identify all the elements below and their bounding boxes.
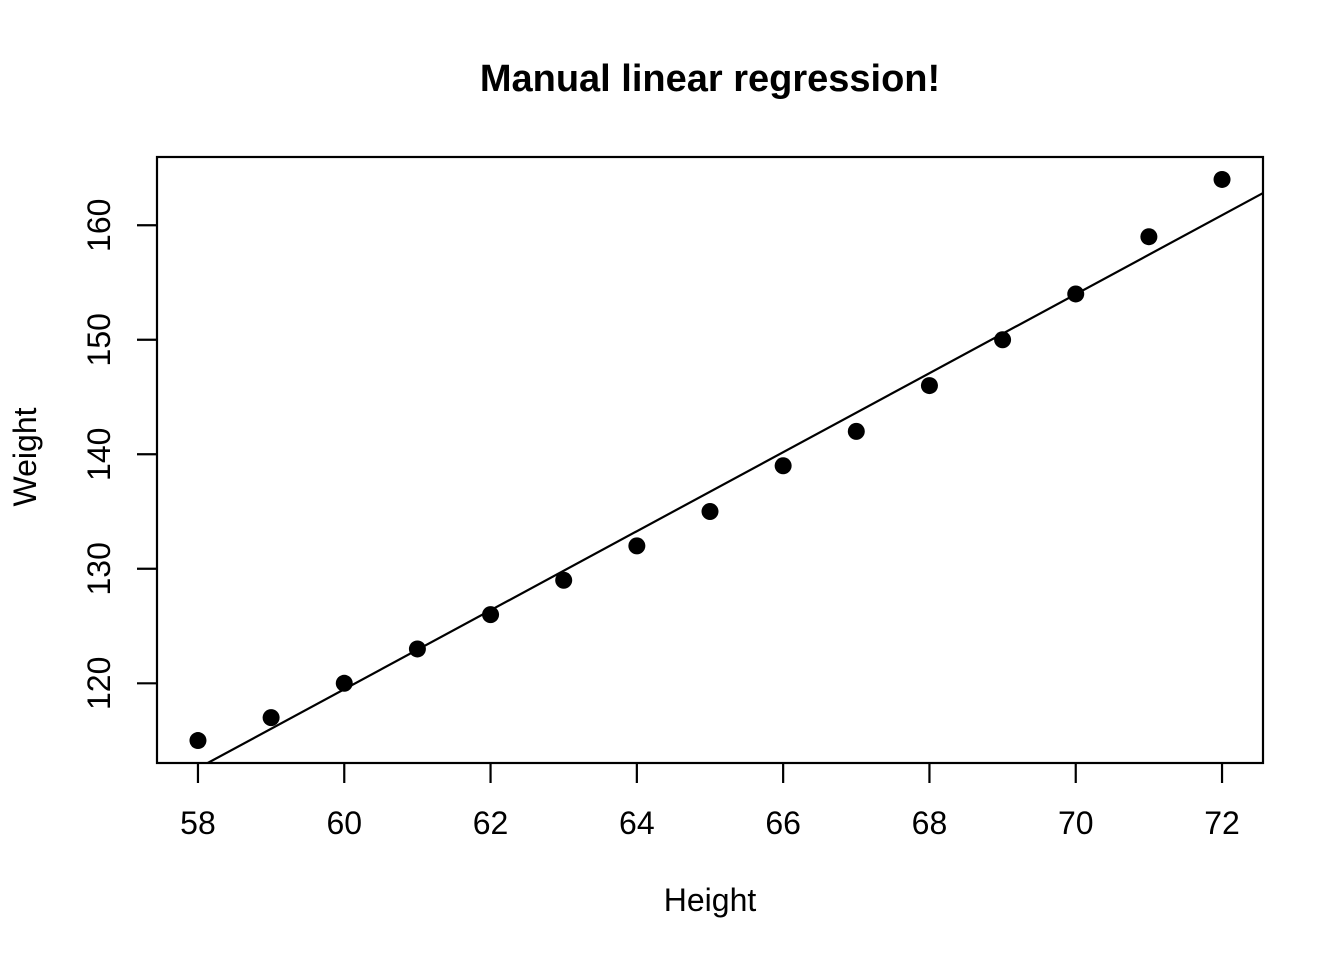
data-point xyxy=(482,606,500,624)
x-tick-label: 68 xyxy=(912,805,948,841)
x-tick-label: 60 xyxy=(326,805,362,841)
data-point xyxy=(555,571,573,589)
y-tick-label: 140 xyxy=(81,428,117,481)
data-point xyxy=(1140,228,1158,246)
plot-box xyxy=(155,155,1265,765)
data-point xyxy=(262,709,280,727)
data-point xyxy=(408,640,426,658)
chart-title: Manual linear regression! xyxy=(479,58,941,100)
data-point xyxy=(1067,285,1085,303)
x-tick-label: 64 xyxy=(619,805,655,841)
y-tick-label: 150 xyxy=(81,313,117,366)
y-tick-label: 120 xyxy=(81,657,117,710)
data-point xyxy=(335,674,353,692)
x-tick-label: 66 xyxy=(765,805,801,841)
y-tick-label: 160 xyxy=(81,199,117,252)
y-tick-label: 130 xyxy=(81,542,117,595)
x-tick-label: 70 xyxy=(1058,805,1094,841)
data-point xyxy=(1213,170,1231,188)
data-point xyxy=(701,503,719,521)
data-point xyxy=(847,422,865,440)
x-tick-label: 62 xyxy=(473,805,509,841)
x-tick-label: 58 xyxy=(180,805,216,841)
data-point xyxy=(189,732,207,750)
data-point xyxy=(994,331,1012,349)
x-axis-label: Height xyxy=(663,882,757,918)
data-point xyxy=(774,457,792,475)
x-tick-label: 72 xyxy=(1204,805,1240,841)
regression-line xyxy=(207,192,1264,764)
data-point xyxy=(628,537,646,555)
data-point xyxy=(920,377,938,395)
y-axis-label: Weight xyxy=(7,407,43,507)
